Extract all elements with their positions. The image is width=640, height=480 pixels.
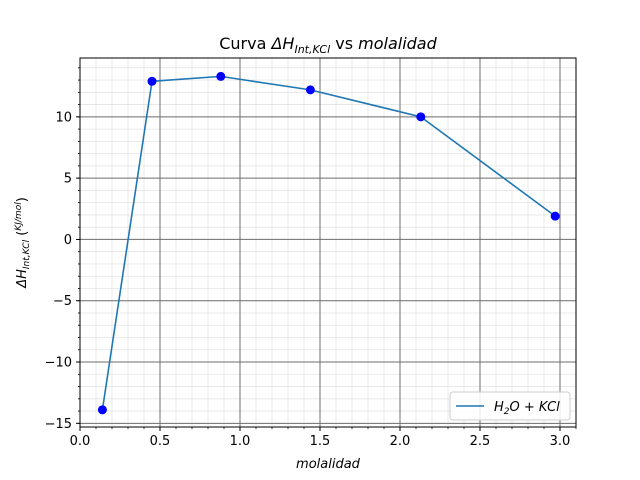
chart-title: Curva ΔHInt,KCl vs molalidad [219,34,437,56]
legend-box [449,391,571,421]
x-tick-label: 2.0 [390,434,411,449]
svg-text:ΔHInt,KCl (KJ/mol): ΔHInt,KCl (KJ/mol) [14,197,32,289]
data-point [416,112,426,122]
x-axis-label: molalidad [296,457,361,472]
x-tick-label: 2.5 [470,434,491,449]
plot-frame [79,57,577,428]
x-tick-label: 3.0 [550,434,571,449]
x-tick-label: 0.0 [70,434,91,449]
y-tick-label: 5 [64,172,72,187]
minor-grid [79,58,577,427]
x-tick-label: 1.5 [310,434,331,449]
y-tick-label: 10 [55,110,72,125]
y-tick-label: 0 [64,233,72,248]
x-axis-ticks: 0.0 0.5 1.0 1.5 2.0 2.5 3.0 [70,427,577,449]
legend-entry-label: H2O + KCl [494,400,560,417]
major-grid [79,58,576,427]
y-axis-label: ΔHInt,KCl (KJ/mol) [14,197,32,289]
series-layer [97,71,560,415]
x-tick-label: 0.5 [150,434,171,449]
y-axis-ticks: −15 −10 −5 0 5 10 [45,67,80,432]
data-point [147,76,157,86]
data-point [550,211,560,221]
series-line [101,75,556,410]
y-tick-label: −10 [45,356,72,371]
data-point [305,85,315,95]
x-tick-label: 1.0 [230,434,251,449]
y-tick-label: −15 [45,417,72,432]
legend: H2O + KCl [449,391,571,421]
y-tick-label: −5 [53,294,72,309]
data-point [216,71,226,81]
data-point [97,405,107,415]
